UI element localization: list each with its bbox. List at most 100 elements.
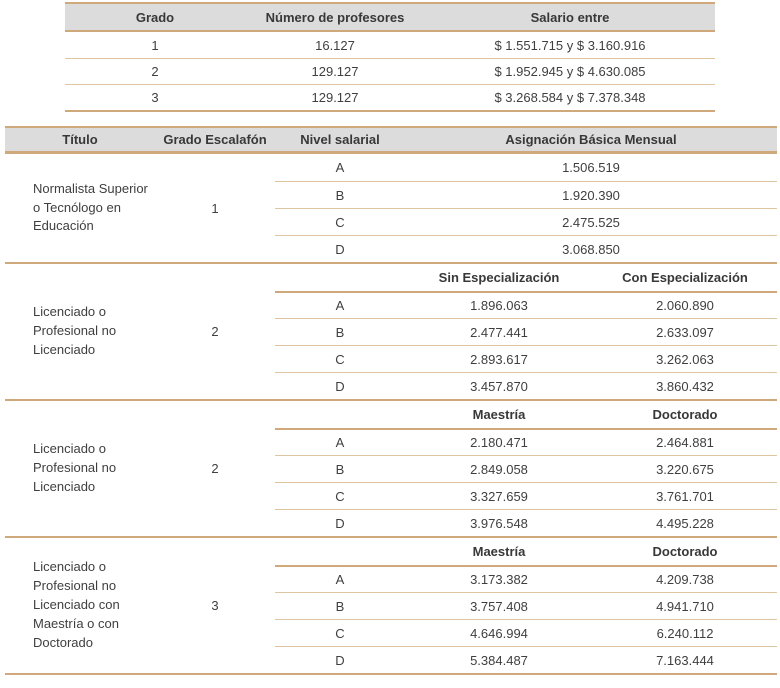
value-cell: 1.896.063 [470, 298, 528, 313]
salary-summary-table: Grado Número de profesores Salario entre… [65, 2, 715, 112]
grado-escalafon-cell: 2 [211, 324, 219, 339]
salario-cell: $ 1.952.945 y $ 4.630.085 [494, 64, 646, 79]
value-cell: 6.240.112 [656, 625, 714, 641]
nivel-cell: A [335, 298, 345, 313]
table-row: B 1.920.390 [275, 181, 777, 208]
grado-escalafon-cell: 1 [211, 200, 219, 216]
value-cell: 1.506.519 [562, 160, 620, 175]
subcolumn-header-1: Maestría [472, 544, 526, 559]
table-header-row: Título Grado Escalafón Nivel salarial As… [5, 126, 777, 154]
value-cell: 4.646.994 [470, 625, 528, 641]
salario-cell: $ 1.551.715 y $ 3.160.916 [494, 37, 646, 53]
value-cell: 3.761.701 [656, 488, 714, 504]
subcolumn-header-2: Doctorado [652, 407, 718, 422]
table-row: A 3.173.382 4.209.738 [275, 565, 777, 592]
column-header-grado: Grado [135, 9, 175, 25]
value-cell: 3.860.432 [656, 378, 714, 394]
value-cell: 2.893.617 [470, 351, 528, 367]
table-row: B 2.849.058 3.220.675 [275, 455, 777, 482]
nivel-cell: D [335, 515, 345, 531]
nivel-cell: C [335, 351, 345, 367]
titulo-cell: Licenciado o Profesional no Licenciado [33, 441, 117, 494]
nivel-cell: A [335, 435, 345, 450]
column-header-titulo: Título [62, 132, 98, 147]
nivel-cell: B [335, 187, 345, 203]
value-cell: 2.475.525 [562, 214, 620, 230]
nivel-cell: B [335, 598, 345, 614]
nivel-cell: A [335, 572, 345, 587]
value-cell: 2.633.097 [656, 324, 714, 340]
salary-scale-table: Título Grado Escalafón Nivel salarial As… [5, 126, 777, 675]
table-row: 1 16.127 $ 1.551.715 y $ 3.160.916 [65, 32, 715, 58]
table-row: C 4.646.994 6.240.112 [275, 619, 777, 646]
value-cell: 3.976.548 [470, 515, 528, 531]
subheader-row: Maestría Doctorado [275, 401, 777, 428]
subheader-row: Maestría Doctorado [275, 538, 777, 565]
table-row: D 5.384.487 7.163.444 [275, 646, 777, 673]
value-cell: 4.941.710 [656, 598, 714, 614]
value-cell: 7.163.444 [656, 652, 714, 668]
value-cell: 2.060.890 [656, 298, 714, 313]
subcolumn-header-2: Con Especialización [622, 270, 748, 285]
value-cell: 3.757.408 [470, 598, 528, 614]
value-cell: 3.262.063 [656, 351, 714, 367]
value-cell: 4.209.738 [656, 572, 714, 587]
nivel-cell: A [335, 160, 345, 175]
table-row: 3 129.127 $ 3.268.584 y $ 7.378.348 [65, 84, 715, 110]
scale-section-normalista: Normalista Superior o Tecnólogo en Educa… [5, 154, 777, 264]
nivel-cell: B [335, 461, 345, 477]
grado-cell: 2 [151, 64, 159, 79]
nivel-cell: D [335, 652, 345, 668]
numero-cell: 16.127 [315, 37, 355, 53]
table-row: A 1.896.063 2.060.890 [275, 291, 777, 318]
table-row: C 2.475.525 [275, 208, 777, 235]
subcolumn-header-2: Doctorado [652, 544, 718, 559]
table-row: 2 129.127 $ 1.952.945 y $ 4.630.085 [65, 58, 715, 84]
numero-cell: 129.127 [311, 64, 359, 79]
nivel-cell: C [335, 625, 345, 641]
column-header-grado-escalafon: Grado Escalafón [163, 132, 267, 147]
grado-cell: 3 [151, 90, 159, 105]
value-cell: 3.173.382 [470, 572, 528, 587]
titulo-cell: Normalista Superior o Tecnólogo en Educa… [33, 180, 148, 234]
salario-cell: $ 3.268.584 y $ 7.378.348 [494, 90, 646, 105]
table-row: C 2.893.617 3.262.063 [275, 345, 777, 372]
nivel-cell: C [335, 488, 345, 504]
scale-section-licenciado-grado3: Licenciado o Profesional no Licenciado c… [5, 538, 777, 675]
value-cell: 4.495.228 [656, 515, 714, 531]
nivel-cell: C [335, 214, 345, 230]
column-header-salario-entre: Salario entre [530, 9, 610, 25]
table-row: B 3.757.408 4.941.710 [275, 592, 777, 619]
subcolumn-header-1: Maestría [472, 407, 526, 422]
levels-subtable: Sin Especialización Con Especialización … [275, 264, 777, 399]
scale-section-licenciado-especializacion: Licenciado o Profesional no Licenciado 2… [5, 264, 777, 401]
column-header-numero-profesores: Número de profesores [265, 9, 405, 25]
numero-cell: 129.127 [311, 90, 359, 105]
nivel-cell: D [335, 378, 345, 394]
table-header-row: Grado Número de profesores Salario entre [65, 4, 715, 32]
value-cell: 3.457.870 [470, 378, 528, 394]
table-row: A 2.180.471 2.464.881 [275, 428, 777, 455]
grado-cell: 1 [151, 37, 159, 53]
value-cell: 2.464.881 [656, 435, 714, 450]
value-cell: 2.180.471 [470, 435, 528, 450]
scale-section-licenciado-maestria: Licenciado o Profesional no Licenciado 2… [5, 401, 777, 538]
table-row: B 2.477.441 2.633.097 [275, 318, 777, 345]
value-cell: 2.477.441 [470, 324, 528, 340]
table-row: D 3.068.850 [275, 235, 777, 262]
table-row: A 1.506.519 [275, 154, 777, 181]
table-row: D 3.457.870 3.860.432 [275, 372, 777, 399]
value-cell: 1.920.390 [562, 187, 620, 203]
subheader-row: Sin Especialización Con Especialización [275, 264, 777, 291]
subcolumn-header-1: Sin Especialización [438, 270, 560, 285]
value-cell: 2.849.058 [470, 461, 528, 477]
levels-subtable: Maestría Doctorado A 3.173.382 4.209.738… [275, 538, 777, 673]
value-cell: 3.068.850 [562, 241, 620, 257]
column-header-nivel-salarial: Nivel salarial [300, 132, 380, 147]
value-cell: 3.220.675 [656, 461, 714, 477]
grado-escalafon-cell: 2 [211, 461, 219, 476]
levels-subtable: A 1.506.519 B 1.920.390 C 2.475.525 D 3.… [275, 154, 777, 262]
grado-escalafon-cell: 3 [211, 598, 219, 613]
titulo-cell: Licenciado o Profesional no Licenciado [33, 304, 117, 357]
table-row: C 3.327.659 3.761.701 [275, 482, 777, 509]
